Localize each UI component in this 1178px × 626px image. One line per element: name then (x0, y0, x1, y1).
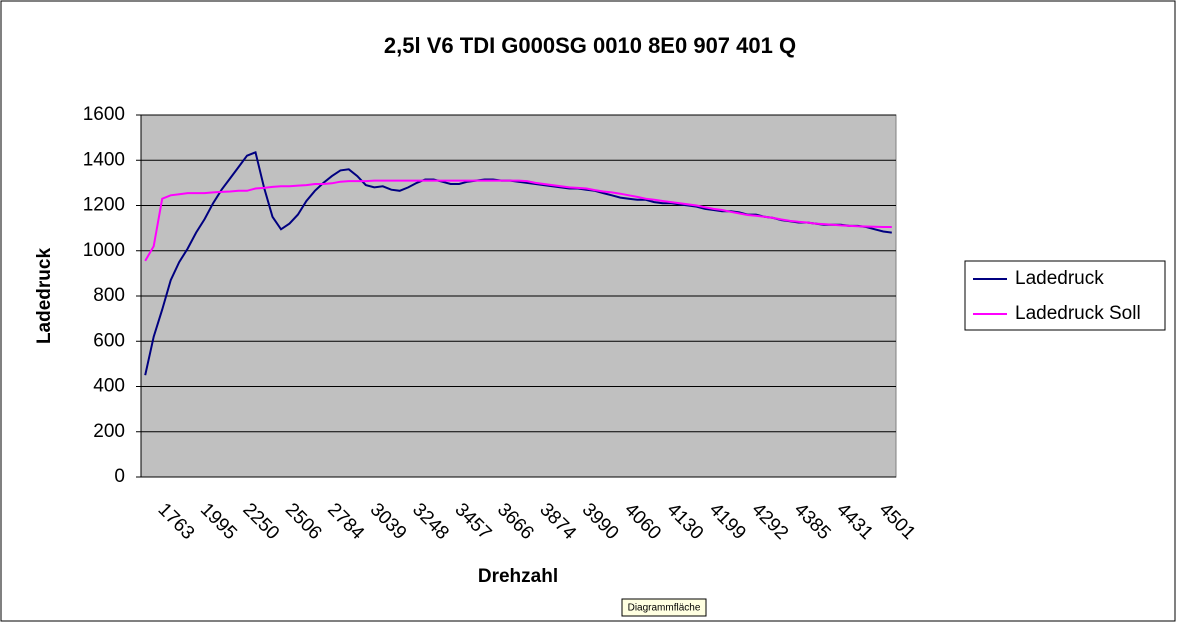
tooltip-box (621, 598, 707, 617)
chart-title: 2,5l V6 TDI G000SG 0010 8E0 907 401 Q (384, 33, 796, 58)
y-tick-label: 1000 (83, 240, 125, 261)
y-tick-label: 400 (93, 376, 125, 397)
y-axis-title: Ladedruck (34, 248, 55, 345)
y-tick-label: 0 (114, 466, 125, 487)
line-series (144, 179, 892, 262)
legend-label: Ladedruck Soll (1015, 303, 1141, 324)
y-tick-label: 800 (93, 285, 125, 306)
x-axis-title: Drehzahl (478, 566, 558, 587)
legend-label: Ladedruck (1015, 268, 1104, 289)
y-tick-label: 200 (93, 421, 125, 442)
y-tick-label: 1400 (83, 149, 125, 170)
legend-box (964, 260, 1166, 331)
tooltip: Diagrammfläche (628, 603, 701, 614)
y-tick-label: 600 (93, 330, 125, 351)
y-tick-label: 1600 (83, 104, 125, 125)
y-tick-label: 1200 (83, 195, 125, 216)
